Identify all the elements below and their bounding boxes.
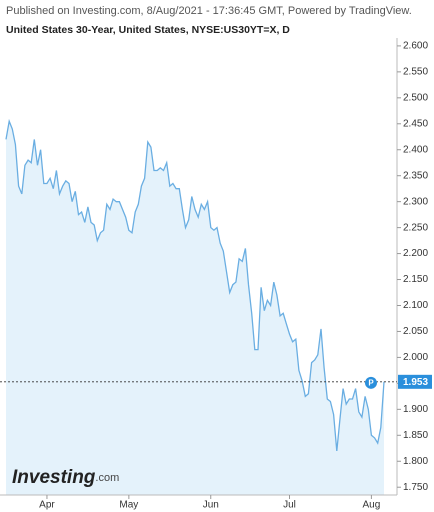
y-tick-label: 2.500 (403, 92, 428, 103)
x-tick-label: Jul (283, 500, 296, 511)
y-tick-label: 2.200 (403, 248, 428, 259)
logo: Investing.com (12, 467, 119, 488)
area-fill (6, 121, 384, 495)
logo-brand: Investing (12, 467, 96, 488)
x-tick-label: May (119, 500, 138, 511)
y-tick-label: 2.050 (403, 326, 428, 337)
y-tick-label: 2.350 (403, 170, 428, 181)
logo-suffix: .com (95, 472, 119, 484)
plot-area (5, 118, 385, 495)
y-tick-label: 2.250 (403, 222, 428, 233)
price-badge-circle (365, 376, 377, 389)
y-tick-label: 1.750 (403, 482, 428, 493)
y-tick-label: 2.150 (403, 274, 428, 285)
x-tick-label: Apr (39, 500, 55, 511)
last-value-label: 1.953 (403, 377, 428, 388)
y-tick-label: 2.450 (403, 118, 428, 129)
x-tick-label: Aug (363, 500, 381, 511)
x-tick-label: Jun (203, 500, 219, 511)
y-tick-label: 2.550 (403, 67, 428, 78)
y-tick-label: 1.900 (403, 404, 428, 415)
instrument-title: United States 30-Year, United States, NY… (6, 24, 290, 36)
price-badge: P (368, 378, 374, 387)
y-tick-label: 2.600 (403, 41, 428, 52)
y-tick-label: 1.800 (403, 456, 428, 467)
published-note: Published on Investing.com, 8/Aug/2021 -… (6, 5, 412, 17)
y-tick-label: 2.000 (403, 352, 428, 363)
last-value-box (398, 374, 432, 389)
y-tick-label: 2.400 (403, 144, 428, 155)
y-tick-label: 2.100 (403, 300, 428, 311)
y-tick-label: 2.300 (403, 196, 428, 207)
line (5, 118, 385, 451)
y-tick-label: 1.850 (403, 430, 428, 441)
